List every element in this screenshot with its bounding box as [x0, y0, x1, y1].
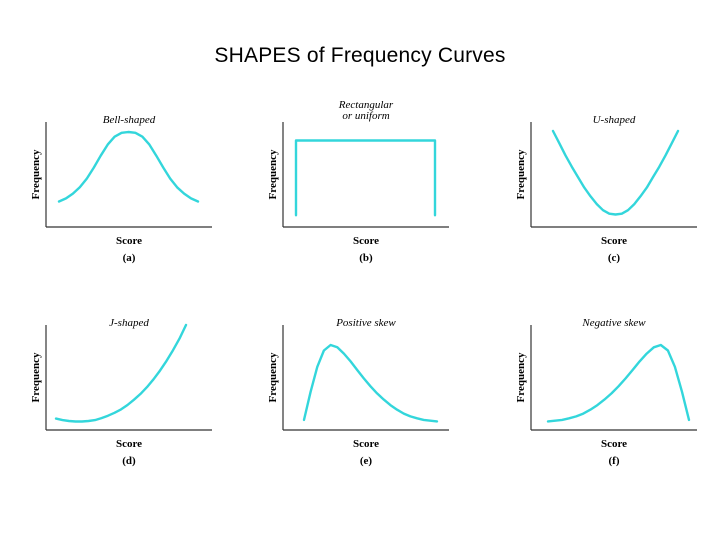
panel-caption: (f)	[609, 455, 620, 467]
panel-c: U-shaped Score (c) Frequency	[515, 114, 697, 264]
x-axis-label: Score	[116, 438, 142, 450]
x-axis-label: Score	[601, 438, 627, 450]
panel-d: J-shaped Score (d) Frequency	[30, 317, 212, 467]
curve-f	[546, 343, 691, 423]
panel-caption: (e)	[360, 455, 373, 467]
panel-caption: (b)	[359, 252, 373, 264]
panel-title: Rectangular	[338, 99, 394, 111]
panel-caption: (d)	[122, 455, 136, 467]
curve-c	[551, 129, 680, 216]
panel-title: Negative skew	[581, 317, 646, 329]
panel-f: Negative skew Score (f) Frequency	[515, 317, 697, 467]
panel-caption: (a)	[123, 252, 136, 264]
panel-title: Bell-shaped	[103, 114, 156, 126]
panel-title: Positive skew	[335, 317, 396, 329]
panel-title: U-shaped	[593, 114, 636, 126]
panel-e: Positive skew Score (e) Frequency	[267, 317, 449, 467]
y-axis-label: Frequency	[515, 149, 527, 199]
y-axis-label: Frequency	[30, 149, 42, 199]
x-axis-label: Score	[353, 438, 379, 450]
panel-title: J-shaped	[109, 317, 149, 329]
curve-e	[302, 343, 439, 423]
panel-caption: (c)	[608, 252, 621, 264]
curve-b	[294, 139, 437, 217]
curve-a	[57, 130, 200, 203]
x-axis-label: Score	[353, 235, 379, 247]
y-axis-label: Frequency	[30, 352, 42, 402]
y-axis-label: Frequency	[515, 352, 527, 402]
y-axis-label: Frequency	[267, 149, 279, 199]
x-axis-label: Score	[116, 235, 142, 247]
curve-d	[54, 323, 188, 423]
y-axis-label: Frequency	[267, 352, 279, 402]
panel-title-line2: or uniform	[342, 110, 389, 122]
slide-title: SHAPES of Frequency Curves	[214, 44, 506, 67]
panel-a: Bell-shaped Score (a) Frequency	[30, 114, 212, 264]
x-axis-label: Score	[601, 235, 627, 247]
